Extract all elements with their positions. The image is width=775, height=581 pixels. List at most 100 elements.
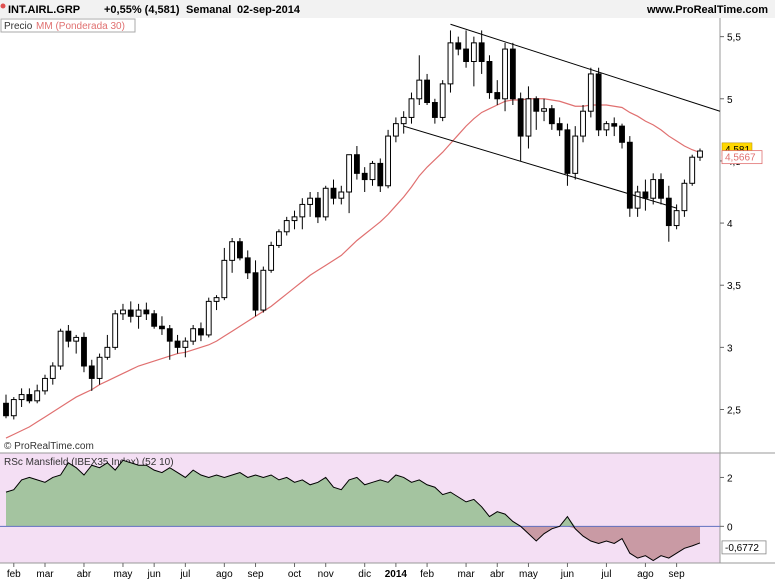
candle — [416, 55, 423, 105]
candle-body-down — [26, 394, 33, 402]
candle-body-up — [190, 328, 197, 342]
candle — [502, 42, 508, 112]
candle-body-down — [626, 141, 633, 209]
candle-body-up — [541, 108, 547, 112]
candle-body-down — [611, 123, 618, 127]
candle — [541, 98, 547, 122]
candle-body-up — [135, 309, 142, 317]
candle-body-up — [205, 300, 212, 336]
candle — [65, 324, 72, 348]
candle — [634, 185, 641, 217]
rsc-line — [5, 459, 701, 562]
candle-body-up — [42, 377, 48, 392]
candle-body-down — [478, 42, 485, 62]
rsc-tick-label: 0 — [727, 522, 733, 533]
candle — [455, 36, 462, 56]
ma-line — [5, 98, 701, 439]
trend-line[interactable] — [403, 125, 677, 209]
candle-body-up — [681, 182, 688, 212]
candle-body-up — [57, 330, 64, 367]
candle — [400, 111, 407, 134]
rsc-value-badge — [721, 540, 767, 555]
candle-body-down — [619, 125, 625, 143]
candle-body-down — [252, 272, 259, 311]
candle — [198, 322, 204, 342]
x-tick-label: may — [519, 569, 538, 580]
candle-body-up — [10, 399, 17, 417]
candle-body-down — [533, 98, 540, 112]
candle — [572, 126, 579, 180]
candle — [439, 80, 446, 122]
candle-body-up — [416, 79, 423, 100]
candle-body-up — [276, 231, 282, 246]
candle-body-up — [572, 135, 579, 174]
candle — [135, 303, 142, 329]
candle-body-down — [455, 42, 462, 50]
candle — [603, 121, 610, 137]
candle-body-up — [580, 110, 586, 137]
price-panel-bg — [0, 18, 720, 453]
x-tick-label: may — [114, 569, 133, 580]
candle — [595, 67, 602, 137]
candle — [587, 67, 594, 118]
trend-line[interactable] — [450, 23, 721, 112]
candle — [34, 384, 41, 404]
rsc-value-label: -0,6772 — [725, 543, 759, 554]
candle — [307, 192, 314, 217]
candle-body-down — [595, 73, 602, 131]
candle-body-down — [548, 108, 555, 125]
rsc-negative-area — [6, 526, 700, 561]
candle-body-up — [470, 42, 477, 62]
candle — [361, 167, 368, 192]
price-tick-label: 3 — [727, 343, 733, 354]
logo-dot-icon — [0, 3, 6, 9]
x-tick-label: mar — [36, 569, 54, 580]
candle-body-down — [642, 191, 649, 199]
candle — [244, 250, 251, 279]
x-tick-label: sep — [247, 569, 264, 580]
candle-body-up — [502, 48, 508, 100]
candle-body-down — [244, 257, 251, 274]
rsc-tick-label: 2 — [727, 473, 733, 484]
candle-body-down — [665, 197, 672, 227]
candle-body-down — [486, 61, 493, 94]
candle-body-up — [299, 203, 306, 218]
candle-body-up — [49, 365, 56, 379]
candle — [322, 185, 329, 221]
candle — [159, 316, 165, 335]
candle — [353, 146, 360, 180]
candle-body-up — [18, 394, 25, 401]
candle — [431, 98, 438, 124]
candle-body-down — [564, 129, 571, 174]
legend-ma-label: MM (Ponderada 30) — [36, 21, 125, 32]
candle-body-down — [127, 309, 134, 317]
legend-box — [0, 18, 136, 33]
candle-body-down — [174, 340, 181, 348]
site-url[interactable]: www.ProRealTime.com — [646, 4, 768, 16]
candle-body-up — [697, 150, 703, 158]
candle — [392, 117, 399, 143]
price-tick-label: 5 — [727, 95, 733, 106]
candle-body-down — [431, 102, 438, 118]
candle — [681, 179, 688, 217]
candle — [330, 179, 337, 205]
candle-body-up — [338, 191, 345, 199]
candle — [127, 301, 134, 323]
candle — [112, 310, 119, 350]
candle-body-up — [283, 220, 290, 233]
period-label: Semanal — [186, 4, 231, 16]
price-change: +0,55% (4,581) — [104, 4, 180, 16]
price-tick-label: 3,5 — [727, 281, 741, 292]
candle-body-up — [260, 269, 267, 311]
candle — [260, 266, 267, 313]
candle — [120, 303, 126, 321]
candle — [73, 334, 80, 354]
candle-body-up — [268, 244, 275, 271]
candle — [494, 80, 501, 105]
candle — [10, 397, 17, 420]
candle — [533, 96, 540, 130]
candle-body-up — [229, 241, 236, 261]
x-tick-label: nov — [318, 569, 334, 580]
candle-body-down — [556, 123, 563, 131]
candle — [580, 105, 586, 143]
